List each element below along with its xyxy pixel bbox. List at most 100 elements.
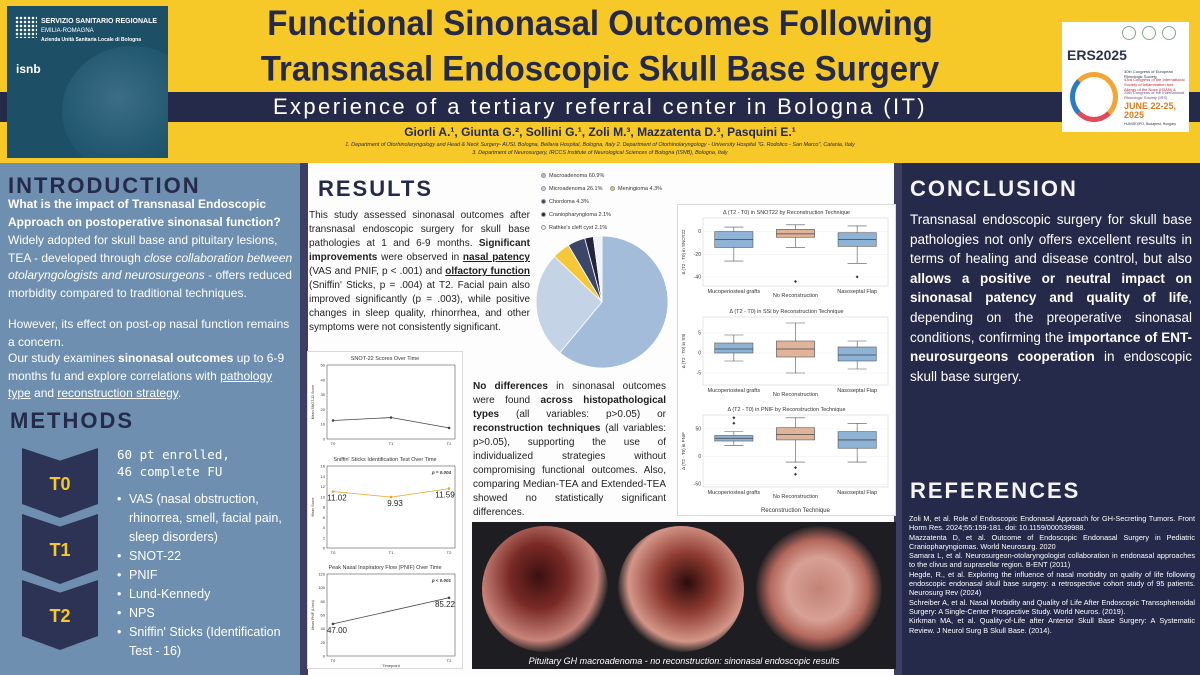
x-tick-label: T2	[447, 441, 452, 446]
y-tick-label: 10	[321, 422, 326, 427]
chart-title: SNOT-22 Scores Over Time	[351, 356, 419, 362]
title-line1: Functional Sinonasal Outcomes Following	[267, 2, 933, 43]
snot22-line-chart: SNOT-22 Scores Over Time 0 10 20 30 40 50 Mean …	[311, 356, 456, 446]
y-tick-label: 4	[323, 525, 326, 530]
methods-item: VAS (nasal obstruction, rhinorrea, smell…	[117, 490, 295, 547]
results-text: (all variables: p>0.05), supporting the …	[473, 423, 666, 518]
box-iqr	[776, 427, 815, 441]
methods-list: VAS (nasal obstruction, rhinorrea, smell…	[117, 490, 295, 661]
x-tick-label: No Reconstruction	[773, 392, 818, 398]
conclusion-heading: CONCLUSION	[910, 176, 1078, 201]
x-tick-label: Nasoseptal Flap	[837, 490, 877, 496]
column-divider	[894, 163, 902, 675]
y-tick-label: 40	[321, 626, 326, 631]
x-axis-label: Reconstruction Technique	[761, 508, 831, 514]
endoscopy-image-1	[482, 526, 608, 652]
society-seal-icon	[1142, 26, 1156, 40]
intro-emphasis: close collaboration between otolaryngolo…	[8, 250, 293, 283]
y-tick-label: -50	[694, 482, 701, 488]
p-value-annotation: p = 0.004	[431, 470, 452, 475]
ssi-boxplot: Δ (T2 - T0) in SSi by Reconstruction Tec…	[681, 309, 889, 398]
results-text: (Sniffin' Sticks, p = .004) at T2. Facia…	[309, 280, 530, 333]
data-label: 11.02	[327, 494, 347, 503]
logo-line4: isnb	[16, 62, 41, 76]
legend-swatch	[541, 173, 546, 179]
ers-date: JUNE 22-25, 2025	[1124, 101, 1177, 120]
society-seal-icon	[1122, 26, 1136, 40]
y-tick-label: 14	[321, 474, 326, 479]
y-tick-label: 50	[321, 363, 326, 368]
y-tick-label: 0	[698, 351, 701, 357]
x-tick-label: Mucoperiosteal grafts	[708, 289, 761, 295]
intro-link-text: pathology type	[8, 368, 273, 401]
methods-item: Sniffin' Sticks (Identification Test - 1…	[117, 623, 295, 661]
data-point	[389, 495, 393, 499]
column-divider	[300, 163, 308, 675]
box-outlier	[794, 279, 797, 283]
dots-logo-icon	[15, 16, 37, 38]
intro-paragraph-1: Widely adopted for skull base and pituit…	[8, 232, 296, 302]
data-point	[331, 419, 335, 422]
conclusion-emphasis: allows a positive or neutral impact on s…	[910, 270, 1192, 306]
intro-question: What is the impact of Transnasal Endosco…	[8, 196, 296, 231]
enrolled-line1: 60 pt enrolled,	[117, 447, 230, 462]
intro-paragraph-2: However, its effect on post-op nasal fun…	[8, 317, 290, 349]
box-iqr	[714, 342, 754, 354]
chart-title: Peak Nasal Inspiratory Flow (PNIF) Over …	[328, 565, 441, 571]
data-label: 11.59	[435, 491, 455, 500]
y-axis-label: Δ (T2 - T0) in SNOT22	[681, 229, 686, 274]
plot-frame	[326, 364, 456, 440]
intro-text: .	[177, 386, 182, 400]
x-tick-label: T0	[331, 441, 336, 446]
legend-item: Craniopharyngioma 2.1%	[541, 212, 611, 218]
affiliations-1: 1. Department of Otorhinolaryngology and…	[345, 142, 855, 148]
ers-congress3: 25th Congress of the International Rhino…	[1124, 90, 1185, 100]
timepoint-label: T2	[49, 606, 71, 626]
legend-item: Microadenoma 26.1%	[541, 186, 603, 192]
y-tick-label: 40	[321, 377, 326, 382]
endoscopy-image-2	[618, 526, 744, 652]
chart-title: Δ (T2 - T0) in SNOT22 by Reconstruction …	[723, 210, 850, 216]
x-tick-label: Nasoseptal Flap	[837, 289, 877, 295]
reference-item: Hegde, R., et al. Exploring the influenc…	[909, 569, 1195, 598]
legend-item: Rathke's cleft cyst 2.1%	[541, 225, 607, 231]
box-iqr	[837, 346, 877, 362]
chart-title: Sniffin' Sticks Identification Test Over…	[333, 457, 436, 463]
data-label: 85.22	[435, 600, 456, 609]
society-seal-icon	[1162, 26, 1176, 40]
poster-title: Functional Sinonasal Outcomes Following …	[230, 1, 970, 92]
x-tick-label: Mucoperiosteal grafts	[708, 388, 761, 394]
y-tick-label: 6	[323, 515, 326, 520]
reference-item: Mazzatenta D, et al. Outcome of Endoscop…	[909, 532, 1195, 551]
results-heading: RESULTS	[318, 176, 434, 201]
y-tick-label: -40	[694, 274, 701, 280]
y-axis-label: Mean Score	[311, 498, 315, 517]
endoscopy-images	[472, 522, 896, 669]
x-axis-label: Timepoint	[382, 663, 400, 668]
timepoint-label: T1	[49, 540, 71, 560]
y-tick-label: 10	[321, 494, 326, 499]
references-heading: REFERENCES	[910, 478, 1081, 503]
logo-line1: SERVIZIO SANITARIO REGIONALE	[41, 18, 158, 25]
x-tick-label: No Reconstruction	[773, 293, 818, 299]
x-tick-label: Nasoseptal Flap	[837, 388, 877, 394]
results-paragraph-2: No differences in sinonasal outcomes wer…	[473, 380, 666, 520]
x-tick-label: T1	[389, 550, 394, 555]
legend-item: Macroadenoma 60.9%	[541, 173, 604, 179]
pie-slice	[559, 235, 669, 369]
data-point	[331, 622, 335, 626]
pnif-boxplot: Δ (T2 - T0) in PNIF by Reconstruction Te…	[681, 407, 889, 514]
box-outlier	[855, 275, 859, 279]
legend-item: Chordoma 4.3%	[541, 199, 589, 205]
y-tick-label: 60	[321, 613, 326, 618]
chart-title: Δ (T2 - T0) in PNIF by Reconstruction Te…	[727, 407, 845, 413]
p-value-annotation: p < 0.001	[431, 578, 452, 583]
title-line2: Transnasal Endoscopic Skull Base Surgery	[260, 48, 940, 89]
data-point	[389, 416, 393, 419]
results-text: were observed in	[377, 252, 463, 263]
hospital-logo: SERVIZIO SANITARIO REGIONALE EMILIA-ROMA…	[7, 6, 168, 158]
legend-swatch	[541, 212, 546, 218]
y-tick-label: 0	[323, 437, 326, 442]
box-outlier	[732, 421, 736, 425]
x-tick-label: T0	[331, 658, 336, 663]
